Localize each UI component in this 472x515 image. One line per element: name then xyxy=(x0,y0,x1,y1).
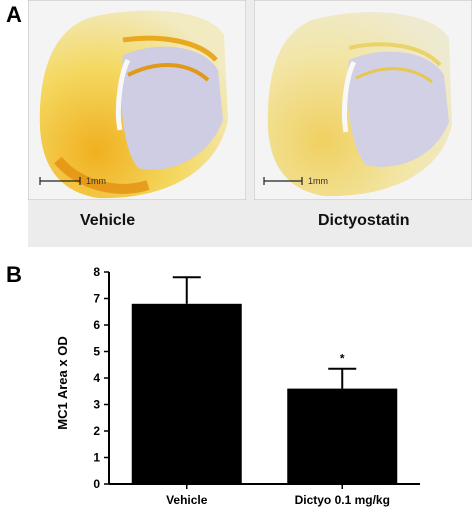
vehicle-scale-bar-label: 1mm xyxy=(86,176,106,186)
y-tick-label: 3 xyxy=(93,398,100,412)
vehicle-caption: Vehicle xyxy=(80,212,136,229)
panel-a: 1mm Vehicle 1mm Dictyostatin xyxy=(27,0,472,247)
y-tick-label: 8 xyxy=(93,265,100,279)
significance-annotation: * xyxy=(340,352,345,366)
y-axis-title: MC1 Area x OD xyxy=(55,336,70,429)
y-tick-label: 6 xyxy=(93,318,100,332)
panel-b-label: B xyxy=(6,262,22,287)
vehicle-micrograph: 1mm xyxy=(27,0,247,201)
y-tick-label: 2 xyxy=(93,424,100,438)
bar xyxy=(131,303,242,484)
y-tick-label: 4 xyxy=(93,371,100,385)
y-tick-label: 5 xyxy=(93,345,100,359)
y-tick-label: 1 xyxy=(93,451,100,465)
category-label: Vehicle xyxy=(166,493,208,507)
bar xyxy=(287,388,398,484)
panel-a-label: A xyxy=(6,2,22,27)
bar-chart: MC1 Area x OD 0 1 2 3 4 5 6 7 8 Vehicle Dictyo 0.1… xyxy=(55,265,420,507)
dictyostatin-caption: Dictyostatin xyxy=(318,212,410,229)
panel-b-chart: MC1 Area x OD 0 1 2 3 4 5 6 7 8 Vehicle Dictyo 0.1… xyxy=(0,258,472,510)
y-tick-label: 7 xyxy=(93,292,100,306)
category-label: Dictyo 0.1 mg/kg xyxy=(295,493,390,507)
y-tick-label: 0 xyxy=(93,477,100,491)
dictyostatin-micrograph: 1mm xyxy=(253,0,472,201)
dictyostatin-scale-bar-label: 1mm xyxy=(308,176,328,186)
